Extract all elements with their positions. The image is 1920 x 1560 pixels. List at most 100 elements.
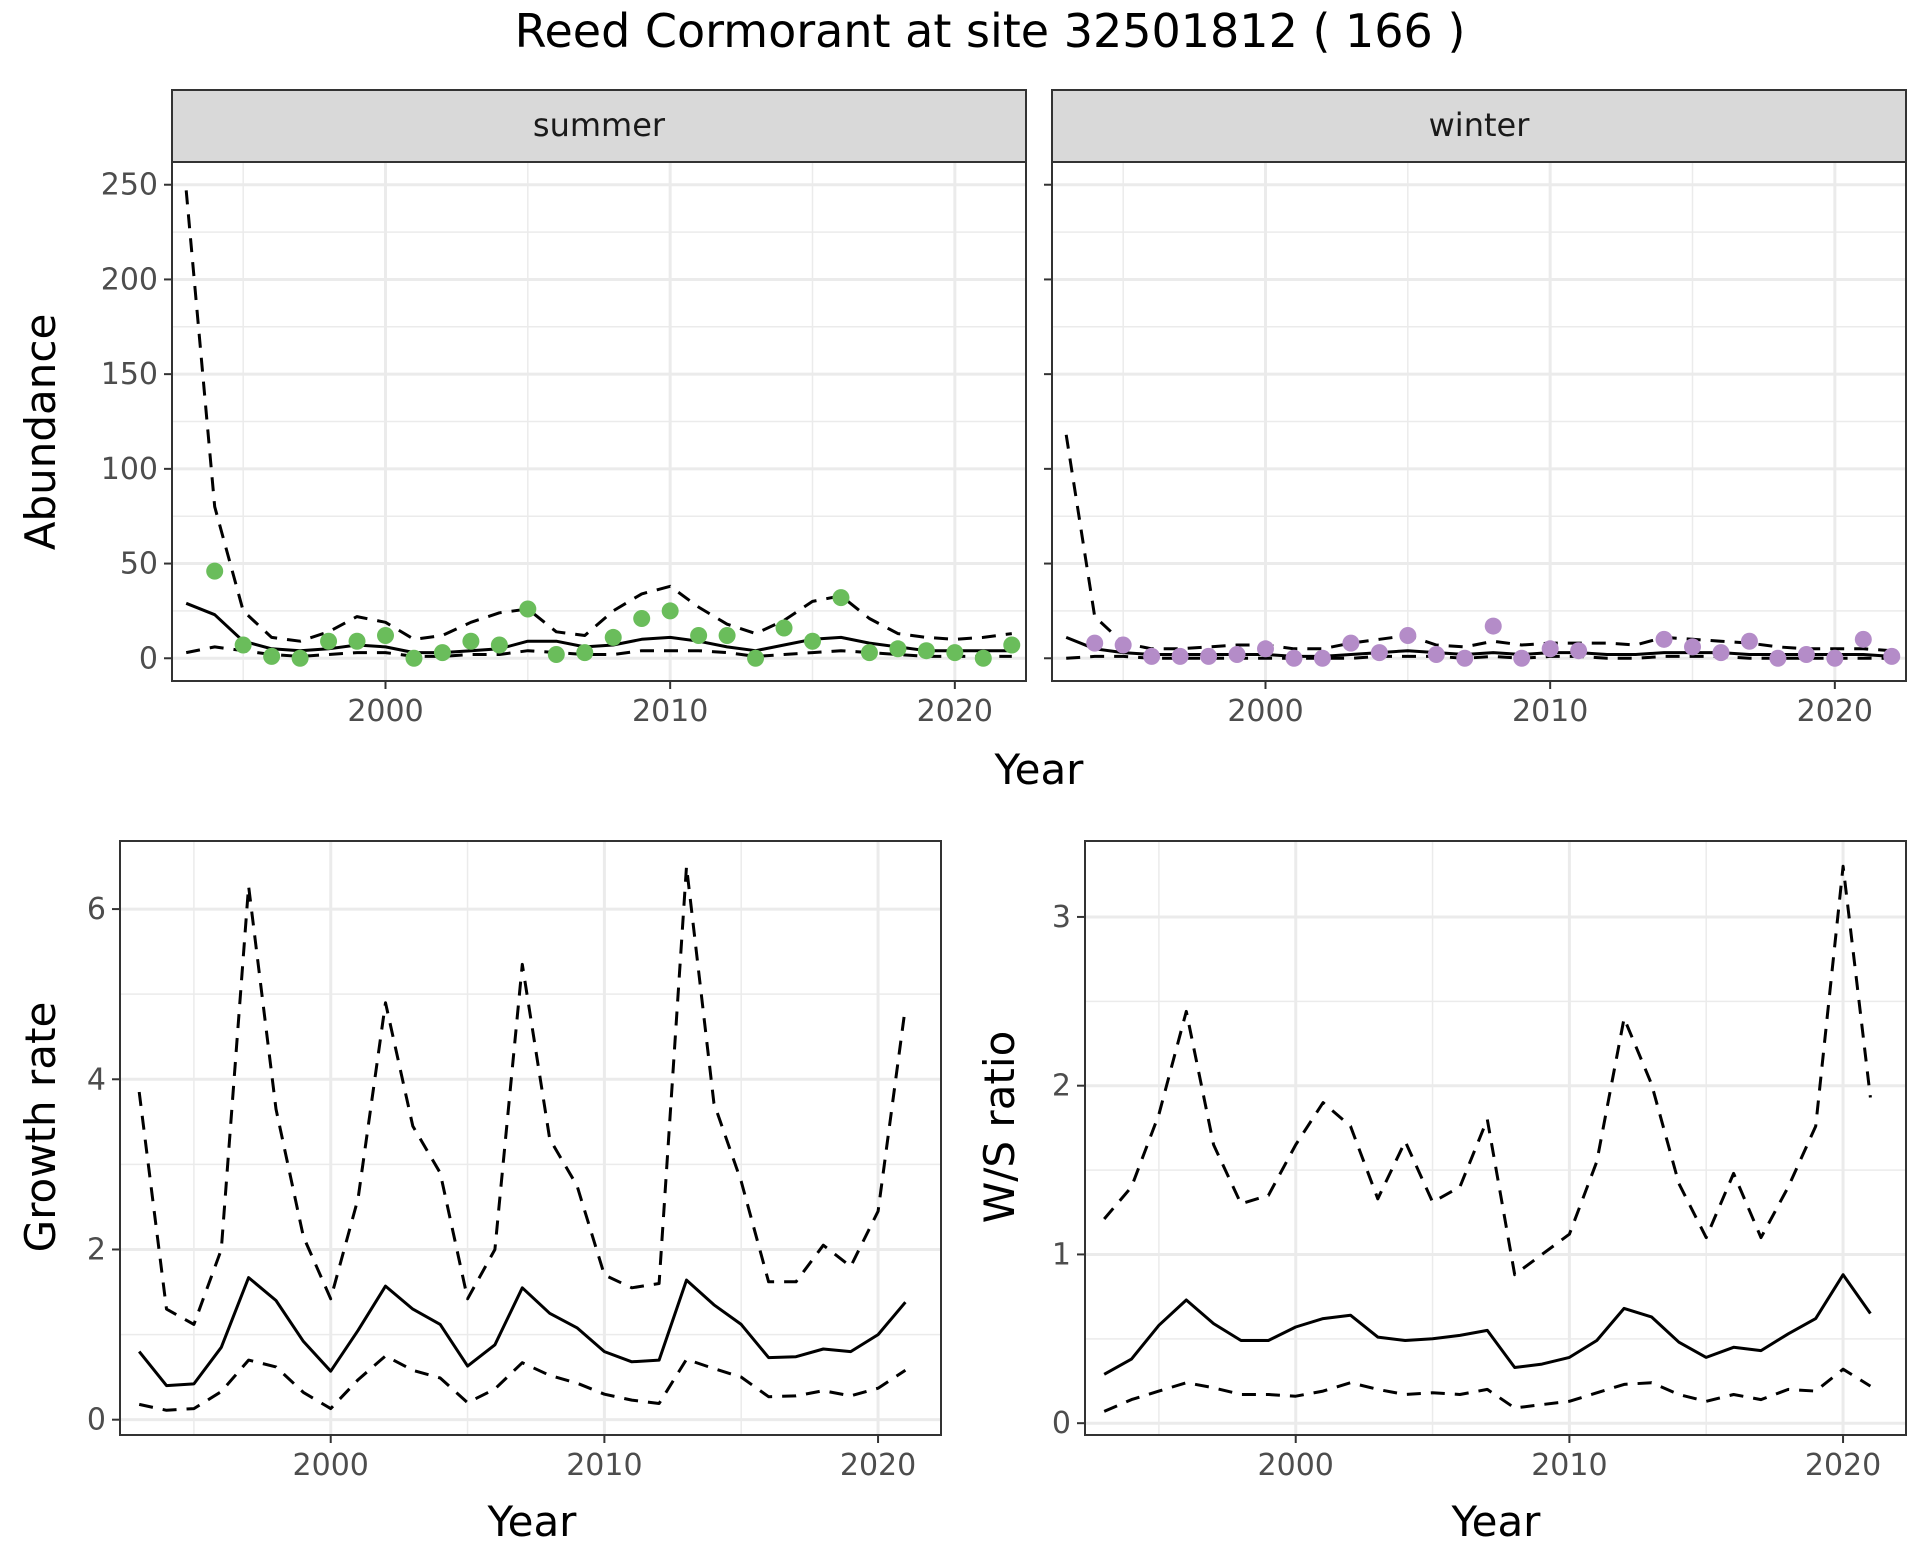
winter-x-tick-label: 2000 — [1227, 694, 1303, 729]
ws-x-tick-label: 2010 — [1531, 1448, 1607, 1483]
summer-observed-point — [747, 649, 765, 667]
winter-observed-point — [1854, 630, 1872, 648]
growth-panel-border — [119, 840, 942, 1436]
summer-observed-point — [433, 644, 451, 662]
summer-observed-point — [917, 642, 935, 660]
growth-y-tick-label: 4 — [87, 1062, 106, 1097]
winter-panel-border — [1051, 161, 1907, 682]
summer-lower-line — [185, 645, 1012, 658]
abundance-winter-panel: winter 2000 2010 2020 — [1044, 89, 1907, 729]
summer-observed-point — [690, 627, 708, 645]
summer-y-tick-label: 0 — [139, 641, 158, 676]
summer-upper-line — [184, 190, 1012, 643]
winter-observed-point — [1399, 627, 1417, 645]
winter-observed-point — [1143, 647, 1161, 665]
winter-observed-point — [1427, 645, 1445, 663]
growth-x-tick-label: 2010 — [566, 1448, 642, 1483]
summer-y-tick-label: 150 — [101, 357, 158, 392]
winter-observed-point — [1740, 632, 1758, 650]
summer-x-tick-label: 2020 — [917, 694, 993, 729]
summer-observed-point — [804, 632, 821, 650]
facet-strip-summer — [171, 89, 1027, 163]
summer-observed-point — [889, 640, 907, 658]
summer-y-tick-label: 200 — [101, 262, 158, 297]
facet-label-summer: summer — [533, 106, 666, 144]
facet-label-winter: winter — [1429, 106, 1531, 144]
winter-observed-point — [1171, 647, 1189, 665]
winter-observed-point — [1712, 644, 1730, 662]
summer-y-tick-label: 100 — [101, 452, 158, 487]
summer-observed-point — [348, 632, 366, 650]
summer-observed-point — [490, 636, 508, 654]
abundance-x-axis-title: Year — [994, 745, 1085, 794]
winter-lower-line — [1066, 654, 1892, 660]
winter-observed-point — [1228, 645, 1246, 663]
winter-x-tick-label: 2020 — [1797, 694, 1873, 729]
summer-panel-border — [171, 161, 1027, 682]
summer-observed-point — [1003, 636, 1021, 654]
growth-y-tick-label: 0 — [87, 1403, 106, 1438]
winter-observed-point — [1200, 647, 1218, 665]
winter-observed-point — [1883, 647, 1901, 665]
ws-x-tick-label: 2020 — [1805, 1448, 1881, 1483]
ws-y-tick-label: 2 — [1052, 1069, 1071, 1104]
summer-observed-point — [405, 649, 423, 667]
ws-y-tick-label: 1 — [1052, 1237, 1071, 1272]
summer-observed-point — [576, 644, 594, 662]
summer-observed-point — [234, 636, 252, 654]
summer-observed-point — [832, 589, 850, 607]
summer-observed-point — [462, 632, 480, 650]
ws-ratio-panel: 2000 2010 2020 0 1 2 3 — [1052, 840, 1907, 1483]
growth-x-tick-label: 2020 — [840, 1448, 916, 1483]
winter-observed-point — [1257, 640, 1274, 658]
summer-observed-point — [860, 644, 878, 662]
winter-observed-point — [1285, 649, 1303, 667]
winter-upper-line — [1064, 434, 1892, 653]
growth-y-tick-label: 2 — [87, 1232, 106, 1267]
summer-x-tick-label: 2010 — [632, 694, 708, 729]
summer-observed-point — [604, 628, 622, 646]
ws-lower-line — [1103, 1367, 1872, 1413]
winter-observed-point — [1684, 638, 1701, 656]
ws-plot-area — [1085, 841, 1906, 1435]
summer-observed-point — [291, 649, 309, 667]
ws-estimate-line — [1103, 1273, 1872, 1376]
winter-observed-point — [1342, 634, 1360, 652]
chart-title: Reed Cormorant at site 32501812 ( 166 ) — [515, 4, 1466, 58]
summer-observed-point — [263, 647, 281, 665]
growth-lower-line — [138, 1354, 907, 1412]
winter-observed-point — [1513, 649, 1531, 667]
winter-observed-point — [1541, 640, 1559, 658]
summer-observed-point — [320, 632, 338, 650]
summer-y-tick-label: 250 — [101, 168, 158, 203]
winter-observed-point — [1456, 649, 1474, 667]
summer-observed-point — [377, 627, 394, 645]
growth-x-tick-label: 2000 — [293, 1448, 369, 1483]
growth-rate-panel: 2000 2010 2020 0 2 4 6 — [87, 840, 942, 1483]
summer-x-tick-label: 2000 — [347, 694, 423, 729]
growth-upper-line — [137, 865, 907, 1326]
growth-y-tick-label: 6 — [87, 892, 106, 927]
abundance-summer-panel: summer 2000 2010 2020 0 50 100 150 200 250 — [101, 89, 1027, 729]
summer-observed-point — [718, 627, 736, 645]
ws-x-tick-label: 2000 — [1258, 1448, 1334, 1483]
winter-observed-point — [1655, 630, 1673, 648]
winter-observed-point — [1484, 617, 1502, 635]
ws-upper-line — [1103, 864, 1872, 1277]
winter-observed-point — [1769, 649, 1787, 667]
summer-observed-point — [775, 619, 793, 637]
winter-x-tick-label: 2010 — [1512, 694, 1588, 729]
winter-observed-point — [1797, 645, 1815, 663]
winter-observed-point — [1826, 649, 1844, 667]
winter-observed-point — [1114, 636, 1132, 654]
summer-estimate-line — [185, 601, 1012, 655]
growth-estimate-line — [138, 1276, 907, 1388]
ws-y-tick-label: 0 — [1052, 1406, 1071, 1441]
summer-y-tick-label: 50 — [120, 547, 158, 582]
summer-observed-point — [547, 645, 565, 663]
summer-observed-point — [519, 600, 537, 618]
abundance-y-axis-title: Abundance — [16, 314, 65, 551]
growth-x-axis-title: Year — [487, 1497, 578, 1546]
summer-observed-point — [974, 649, 992, 667]
